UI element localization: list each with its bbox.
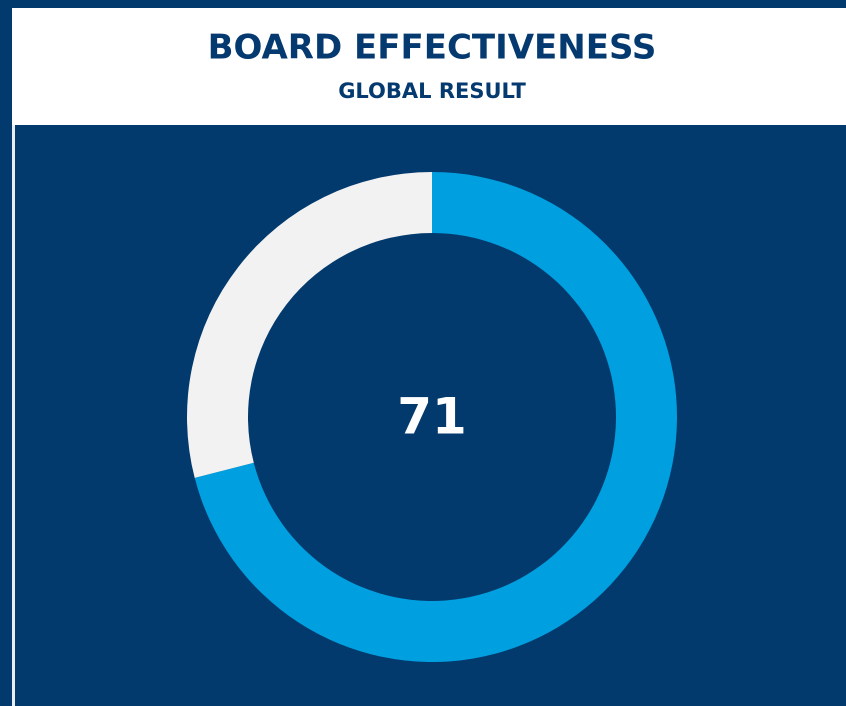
- donut-segment: [187, 172, 432, 478]
- donut: [187, 172, 677, 663]
- center-value: 71: [397, 388, 467, 446]
- chart-subtitle: GLOBAL RESULT: [338, 79, 526, 103]
- header: [12, 8, 846, 125]
- chart-title: BOARD EFFECTIVENESS: [208, 28, 657, 68]
- panel-edge: [12, 125, 15, 706]
